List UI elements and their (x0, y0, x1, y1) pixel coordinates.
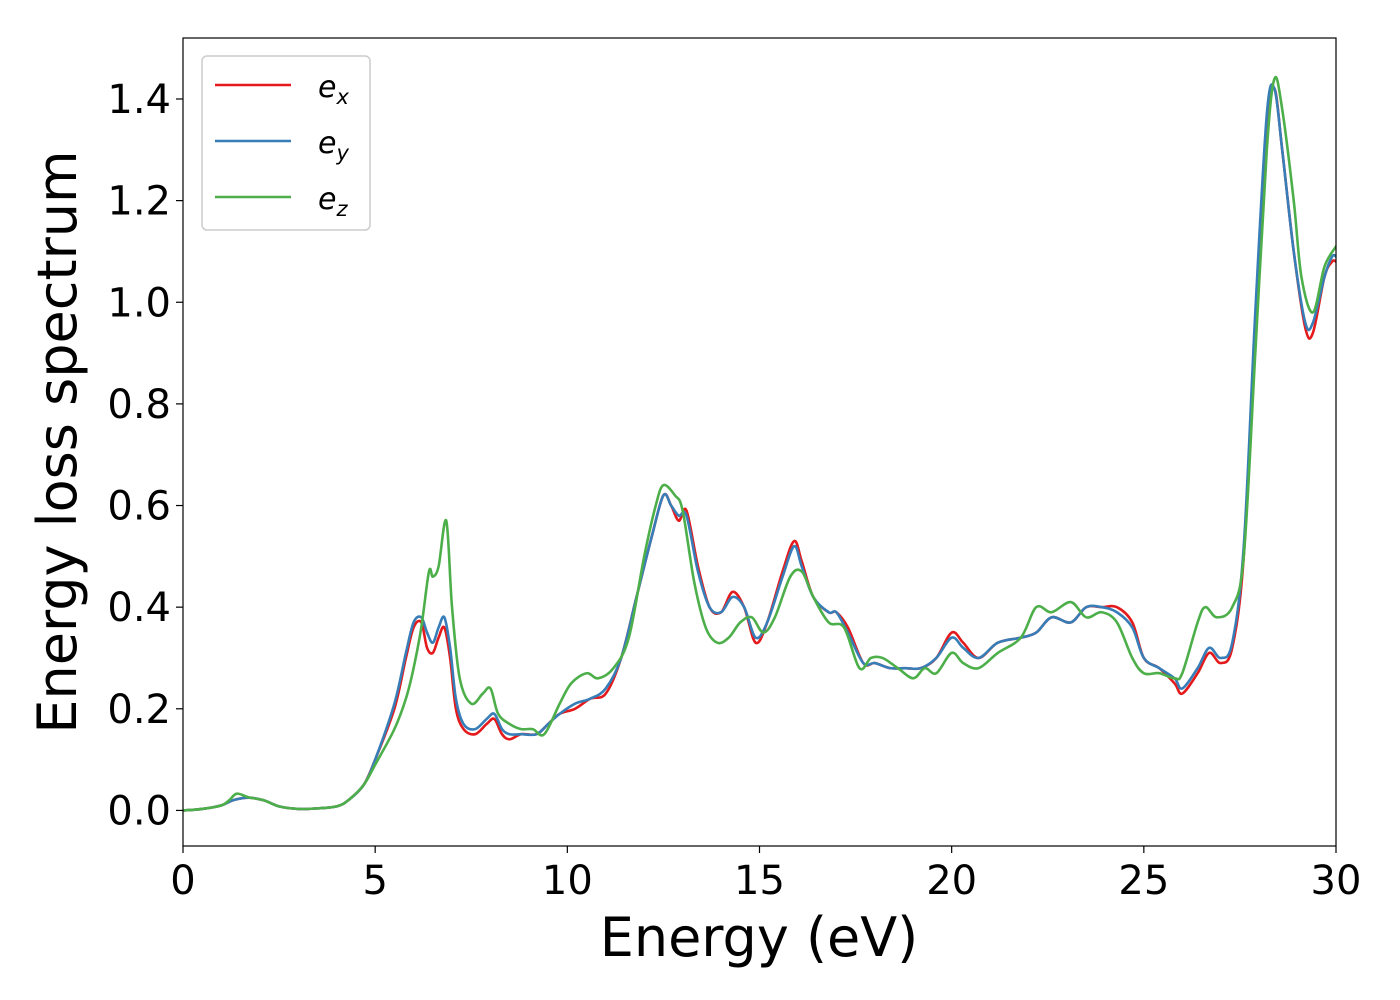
x-tick-label: 25 (1118, 858, 1169, 904)
y-tick-label: 0.6 (107, 484, 171, 530)
x-axis-ticks: 0 5 10 15 20 25 30 (170, 846, 1361, 904)
x-tick-label: 10 (542, 858, 593, 904)
legend-label-x: ex (318, 70, 349, 109)
x-axis-label: Energy (eV) (600, 906, 919, 969)
plot-area (183, 38, 1336, 846)
y-tick-label: 0.2 (107, 687, 171, 733)
legend: ex ey ez (201, 55, 371, 231)
legend-label-y: ey (318, 126, 349, 165)
y-tick-label: 1.2 (107, 179, 171, 225)
series-line-y (183, 83, 1336, 812)
plot-background (183, 38, 1336, 846)
x-tick-label: 20 (926, 858, 977, 904)
legend-frame (201, 55, 371, 231)
x-tick-label: 15 (734, 858, 785, 904)
legend-label-z: ez (318, 182, 348, 221)
x-tick-label: 0 (170, 858, 195, 904)
y-tick-label: 1.0 (107, 280, 171, 326)
series-line-z (183, 75, 1336, 812)
y-axis-label: Energy loss spectrum (26, 150, 89, 733)
y-tick-label: 0.4 (107, 585, 171, 631)
y-tick-label: 1.4 (107, 77, 171, 123)
x-tick-label: 5 (362, 858, 387, 904)
series-layer (183, 75, 1336, 812)
y-tick-label: 0.0 (107, 788, 171, 834)
y-tick-label: 0.8 (107, 382, 171, 428)
x-tick-label: 30 (1311, 858, 1362, 904)
y-axis-ticks: 0.0 0.2 0.4 0.6 0.8 1.0 1.2 1.4 (107, 77, 183, 834)
